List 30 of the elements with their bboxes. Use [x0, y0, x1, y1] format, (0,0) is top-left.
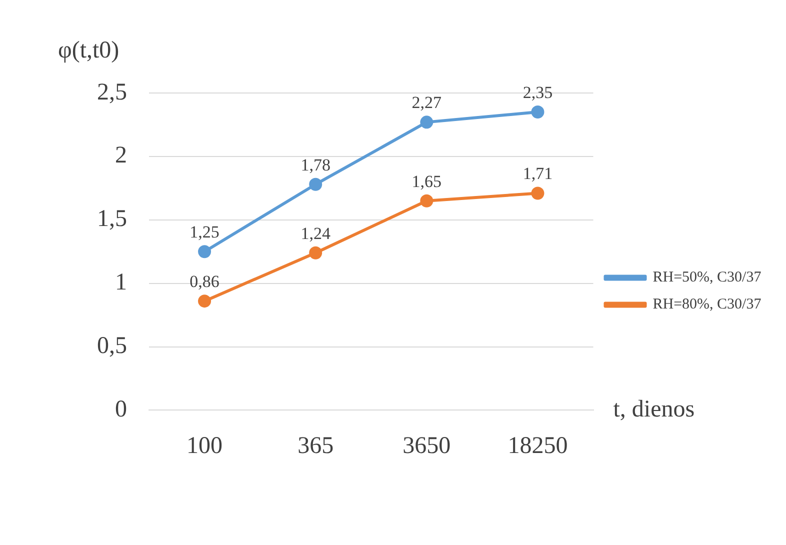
y-tick-label: 1,5 — [97, 206, 127, 232]
point — [198, 294, 212, 308]
y-tick-label: 1 — [115, 270, 127, 296]
data-label: 2,27 — [412, 93, 442, 112]
y-tick-label: 0,5 — [97, 333, 127, 360]
point — [309, 246, 322, 260]
x-tick-label: 3650 — [402, 432, 451, 459]
data-label: 1,24 — [300, 224, 331, 243]
legend-label: RH=50%, C30/37 — [652, 270, 762, 286]
data-label: 1,78 — [300, 155, 330, 174]
x-tick-label: 18250 — [508, 432, 568, 459]
data-label: 1,65 — [412, 172, 442, 191]
point — [420, 116, 434, 129]
y-axis-title: φ(t,t0) — [58, 37, 120, 64]
x-tick-label: 100 — [186, 432, 223, 459]
legend-label: RH=80%, C30/37 — [652, 296, 762, 313]
data-label: 0,86 — [190, 272, 220, 292]
data-label: 1,25 — [190, 222, 220, 242]
x-axis-title: t, dienos — [613, 396, 695, 422]
data-label: 2,35 — [522, 83, 553, 102]
x-tick-label: 365 — [298, 432, 334, 459]
point — [420, 194, 434, 208]
data-label: 1,71 — [522, 164, 553, 184]
point — [309, 178, 322, 191]
point — [531, 106, 544, 119]
point — [198, 245, 212, 258]
y-tick-label: 2 — [115, 142, 127, 169]
y-tick-label: 2,5 — [97, 79, 127, 106]
y-tick-label: 0 — [115, 396, 127, 422]
point — [531, 186, 544, 200]
